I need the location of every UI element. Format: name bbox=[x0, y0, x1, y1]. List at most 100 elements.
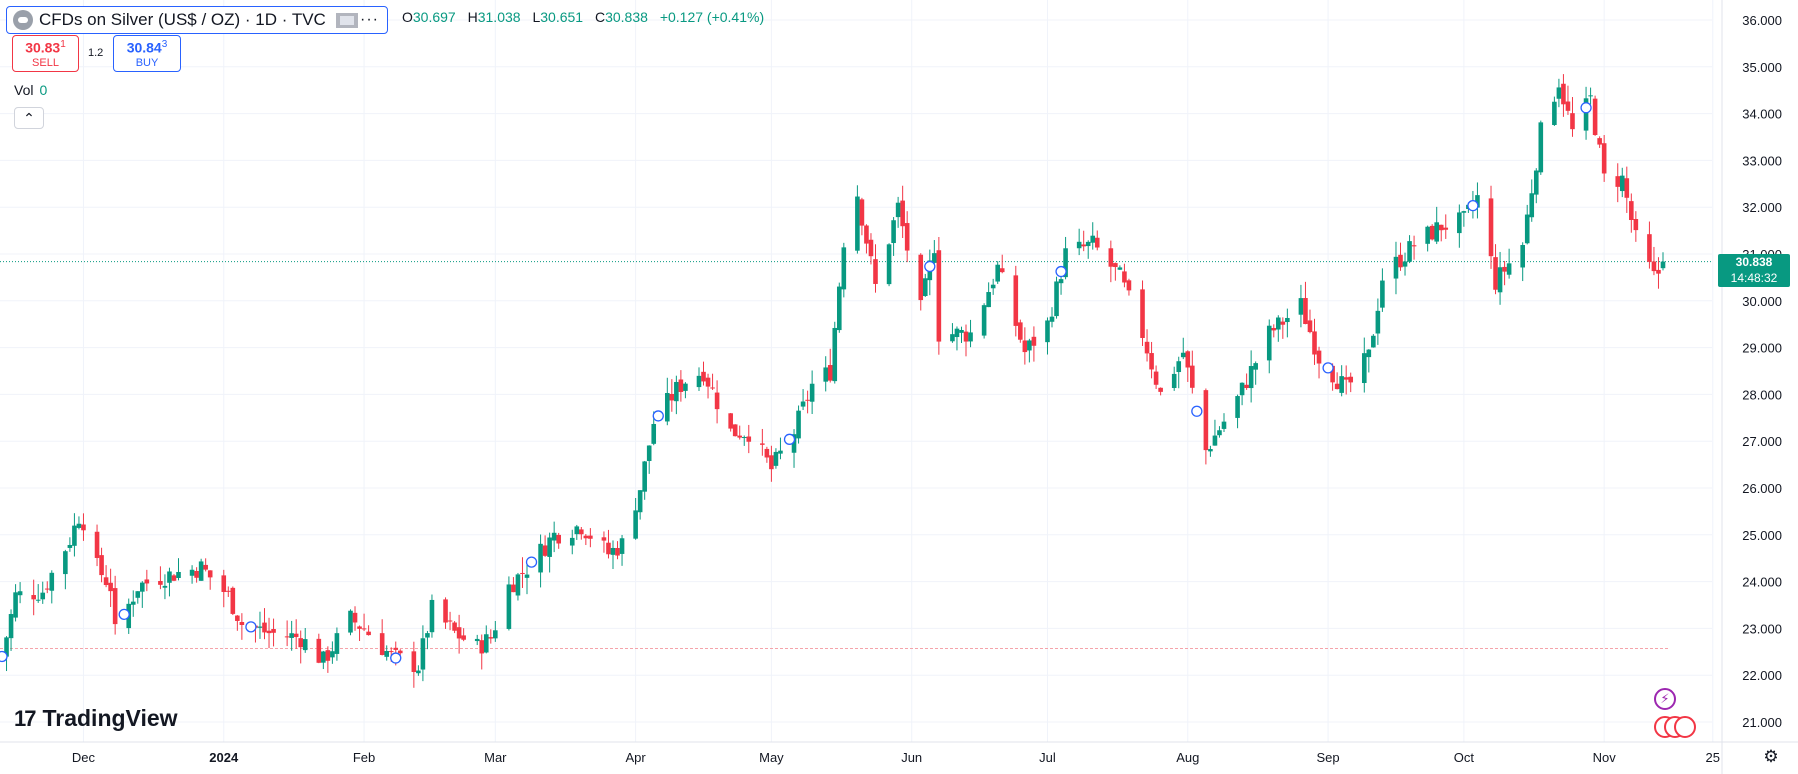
symbol-search-box[interactable]: CFDs on Silver (US$ / OZ) · 1D · TVC ··· bbox=[6, 6, 388, 34]
candle[interactable] bbox=[420, 625, 426, 682]
event-marker-icon[interactable] bbox=[245, 621, 257, 633]
event-marker-icon[interactable] bbox=[1191, 405, 1203, 417]
candle[interactable] bbox=[35, 584, 41, 603]
candle[interactable] bbox=[334, 627, 340, 661]
candle[interactable] bbox=[827, 348, 833, 383]
candle[interactable] bbox=[683, 382, 688, 399]
candle[interactable] bbox=[542, 535, 548, 557]
candle[interactable] bbox=[1393, 241, 1399, 295]
candle[interactable] bbox=[832, 321, 838, 384]
candle[interactable] bbox=[379, 619, 385, 656]
candle[interactable] bbox=[1361, 337, 1367, 393]
candle[interactable] bbox=[764, 446, 770, 463]
candle[interactable] bbox=[1149, 341, 1154, 379]
candle[interactable] bbox=[511, 577, 516, 593]
candle[interactable] bbox=[968, 319, 973, 348]
candle[interactable] bbox=[67, 537, 73, 552]
candle[interactable] bbox=[1529, 179, 1535, 222]
candle[interactable] bbox=[162, 574, 168, 600]
candle[interactable] bbox=[1253, 361, 1258, 385]
candle[interactable] bbox=[737, 425, 743, 440]
candle[interactable] bbox=[705, 373, 711, 399]
candle[interactable] bbox=[1185, 350, 1191, 382]
candle[interactable] bbox=[416, 665, 421, 676]
candle[interactable] bbox=[1081, 230, 1086, 252]
candle[interactable] bbox=[1570, 97, 1575, 137]
candle[interactable] bbox=[1497, 251, 1503, 305]
candle[interactable] bbox=[710, 373, 715, 391]
candle[interactable] bbox=[425, 630, 430, 650]
candle[interactable] bbox=[461, 628, 466, 642]
candle[interactable] bbox=[1457, 204, 1462, 248]
candle[interactable] bbox=[1027, 338, 1032, 363]
candle[interactable] bbox=[551, 521, 557, 553]
candle[interactable] bbox=[1633, 211, 1639, 242]
candle[interactable] bbox=[1407, 235, 1412, 264]
candle[interactable] bbox=[1153, 365, 1159, 389]
candle[interactable] bbox=[72, 513, 77, 557]
candle[interactable] bbox=[493, 620, 498, 642]
candle[interactable] bbox=[800, 389, 806, 411]
candle[interactable] bbox=[357, 625, 362, 641]
candle[interactable] bbox=[488, 629, 494, 644]
candle[interactable] bbox=[701, 361, 706, 386]
candle[interactable] bbox=[1398, 242, 1403, 271]
candle[interactable] bbox=[384, 645, 390, 661]
candle[interactable] bbox=[198, 558, 204, 581]
candle[interactable] bbox=[1235, 394, 1240, 429]
candle[interactable] bbox=[579, 526, 584, 540]
candle[interactable] bbox=[1221, 413, 1227, 432]
candle[interactable] bbox=[239, 613, 245, 640]
candle[interactable] bbox=[1239, 382, 1245, 406]
candle[interactable] bbox=[411, 641, 417, 688]
candle[interactable] bbox=[230, 586, 236, 616]
candle[interactable] bbox=[1502, 260, 1507, 286]
candle[interactable] bbox=[836, 282, 842, 333]
candle[interactable] bbox=[13, 584, 18, 622]
candle[interactable] bbox=[986, 282, 991, 308]
candle[interactable] bbox=[665, 377, 670, 426]
candle[interactable] bbox=[1434, 206, 1440, 245]
candle[interactable] bbox=[452, 621, 457, 634]
candle[interactable] bbox=[293, 619, 299, 649]
event-marker-icon[interactable] bbox=[1322, 362, 1334, 374]
candle[interactable] bbox=[506, 576, 512, 631]
candle[interactable] bbox=[1334, 372, 1340, 390]
candle[interactable] bbox=[429, 594, 435, 638]
lightning-icon[interactable]: ⚡ bbox=[1654, 688, 1676, 710]
candle[interactable] bbox=[298, 630, 304, 664]
candle[interactable] bbox=[954, 326, 960, 351]
candle[interactable] bbox=[176, 558, 181, 581]
candle[interactable] bbox=[1171, 366, 1177, 391]
sell-button[interactable]: 30.831 SELL bbox=[12, 35, 79, 72]
candle[interactable] bbox=[1208, 445, 1213, 457]
candle[interactable] bbox=[864, 224, 869, 254]
candle[interactable] bbox=[1506, 248, 1512, 279]
candle[interactable] bbox=[868, 233, 874, 265]
candle[interactable] bbox=[1425, 225, 1430, 252]
candle[interactable] bbox=[1094, 230, 1100, 251]
candle[interactable] bbox=[773, 448, 779, 469]
candle[interactable] bbox=[1176, 356, 1182, 389]
event-marker-icon[interactable] bbox=[0, 650, 8, 663]
candle[interactable] bbox=[447, 611, 453, 631]
candle[interactable] bbox=[823, 356, 829, 392]
event-marker-icon[interactable] bbox=[1055, 265, 1067, 278]
candle[interactable] bbox=[271, 618, 276, 647]
candle[interactable] bbox=[999, 254, 1005, 274]
candle[interactable] bbox=[221, 569, 227, 608]
candle[interactable] bbox=[1339, 365, 1344, 397]
candle[interactable] bbox=[140, 581, 145, 608]
candle[interactable] bbox=[1647, 221, 1652, 269]
tradingview-logo[interactable]: 17 TradingView bbox=[14, 705, 178, 732]
candle[interactable] bbox=[769, 445, 774, 482]
candle[interactable] bbox=[1312, 318, 1317, 365]
candle[interactable] bbox=[1520, 242, 1525, 282]
candle[interactable] bbox=[981, 303, 987, 339]
candle[interactable] bbox=[266, 617, 272, 649]
candle[interactable] bbox=[330, 641, 335, 664]
candle[interactable] bbox=[1597, 136, 1602, 148]
candle[interactable] bbox=[1113, 262, 1118, 281]
candle[interactable] bbox=[1203, 388, 1209, 465]
candle[interactable] bbox=[1085, 240, 1091, 259]
